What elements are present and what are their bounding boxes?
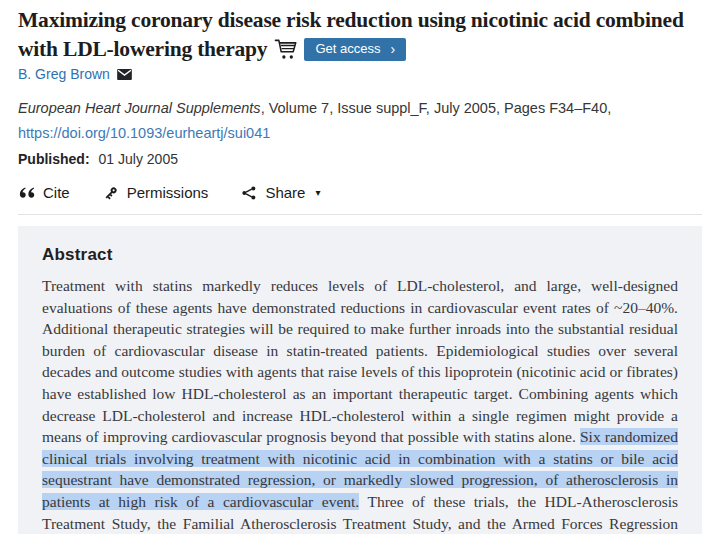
- chevron-right-icon: ›: [390, 42, 395, 56]
- article-page: Maximizing coronary disease risk reducti…: [0, 0, 720, 534]
- citation-line: European Heart Journal Supplements, Volu…: [18, 97, 702, 119]
- get-access-label: Get access: [315, 41, 380, 57]
- permissions-button[interactable]: Permissions: [103, 184, 209, 201]
- published-date: 01 July 2005: [99, 151, 178, 167]
- author-link[interactable]: B. Greg Brown: [18, 66, 110, 82]
- share-icon: [241, 185, 257, 201]
- share-label: Share: [265, 184, 305, 201]
- email-icon[interactable]: [117, 69, 132, 80]
- published-line: Published: 01 July 2005: [18, 151, 702, 167]
- cart-icon[interactable]: [274, 38, 298, 60]
- article-toolbar: Cite Permissions: [18, 184, 702, 201]
- doi-link[interactable]: https://doi.org/10.1093/eurheartj/sui041: [18, 122, 270, 144]
- caret-down-icon: ▾: [315, 187, 320, 198]
- key-icon: [103, 185, 119, 201]
- article-title: Maximizing coronary disease risk reducti…: [18, 6, 702, 64]
- published-label: Published:: [18, 151, 90, 167]
- get-access-button[interactable]: Get access ›: [304, 38, 406, 61]
- citation-details: , Volume 7, Issue suppl_F, July 2005, Pa…: [261, 100, 612, 116]
- abstract-text: Treatment with statins markedly reduces …: [42, 275, 678, 534]
- abstract-heading: Abstract: [42, 245, 678, 265]
- author-row: B. Greg Brown: [18, 66, 702, 82]
- share-button[interactable]: Share ▾: [241, 184, 320, 201]
- permissions-label: Permissions: [127, 184, 209, 201]
- cite-button[interactable]: Cite: [18, 184, 70, 201]
- cite-icon: [18, 186, 35, 199]
- cite-label: Cite: [43, 184, 70, 201]
- abstract-section: Abstract Treatment with statins markedly…: [18, 226, 702, 534]
- abstract-text-before: Treatment with statins markedly reduces …: [42, 277, 678, 445]
- section-divider: [18, 214, 702, 215]
- journal-name: European Heart Journal Supplements: [18, 100, 261, 116]
